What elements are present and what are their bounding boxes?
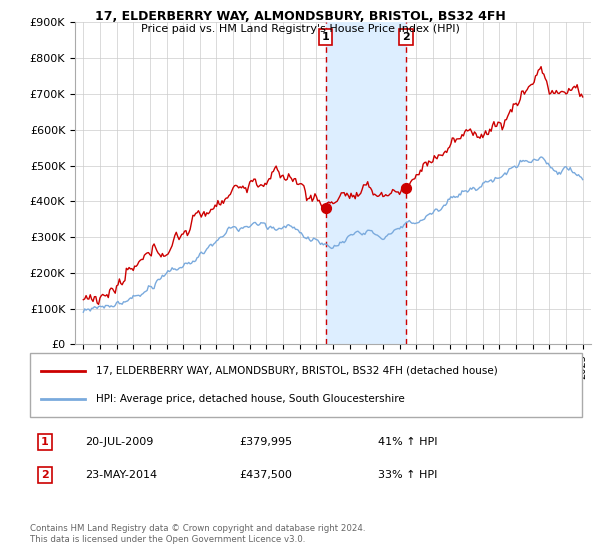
Bar — [326, 22, 406, 344]
Text: £379,995: £379,995 — [240, 437, 293, 447]
Point — [401, 183, 411, 192]
Text: 33% ↑ HPI: 33% ↑ HPI — [378, 470, 437, 480]
Text: 2: 2 — [41, 470, 49, 480]
Text: 23-MAY-2014: 23-MAY-2014 — [85, 470, 157, 480]
Text: 41% ↑ HPI: 41% ↑ HPI — [378, 437, 437, 447]
Text: 17, ELDERBERRY WAY, ALMONDSBURY, BRISTOL, BS32 4FH: 17, ELDERBERRY WAY, ALMONDSBURY, BRISTOL… — [95, 10, 505, 23]
Text: 20-JUL-2009: 20-JUL-2009 — [85, 437, 154, 447]
FancyBboxPatch shape — [30, 353, 582, 417]
Text: £437,500: £437,500 — [240, 470, 293, 480]
Text: 17, ELDERBERRY WAY, ALMONDSBURY, BRISTOL, BS32 4FH (detached house): 17, ELDERBERRY WAY, ALMONDSBURY, BRISTOL… — [96, 366, 498, 376]
Point — [321, 204, 331, 213]
Text: Price paid vs. HM Land Registry's House Price Index (HPI): Price paid vs. HM Land Registry's House … — [140, 24, 460, 34]
Text: 2: 2 — [402, 32, 410, 42]
Text: This data is licensed under the Open Government Licence v3.0.: This data is licensed under the Open Gov… — [30, 535, 305, 544]
Text: 1: 1 — [322, 32, 329, 42]
Text: 1: 1 — [41, 437, 49, 447]
Text: Contains HM Land Registry data © Crown copyright and database right 2024.: Contains HM Land Registry data © Crown c… — [30, 524, 365, 533]
Text: HPI: Average price, detached house, South Gloucestershire: HPI: Average price, detached house, Sout… — [96, 394, 405, 404]
